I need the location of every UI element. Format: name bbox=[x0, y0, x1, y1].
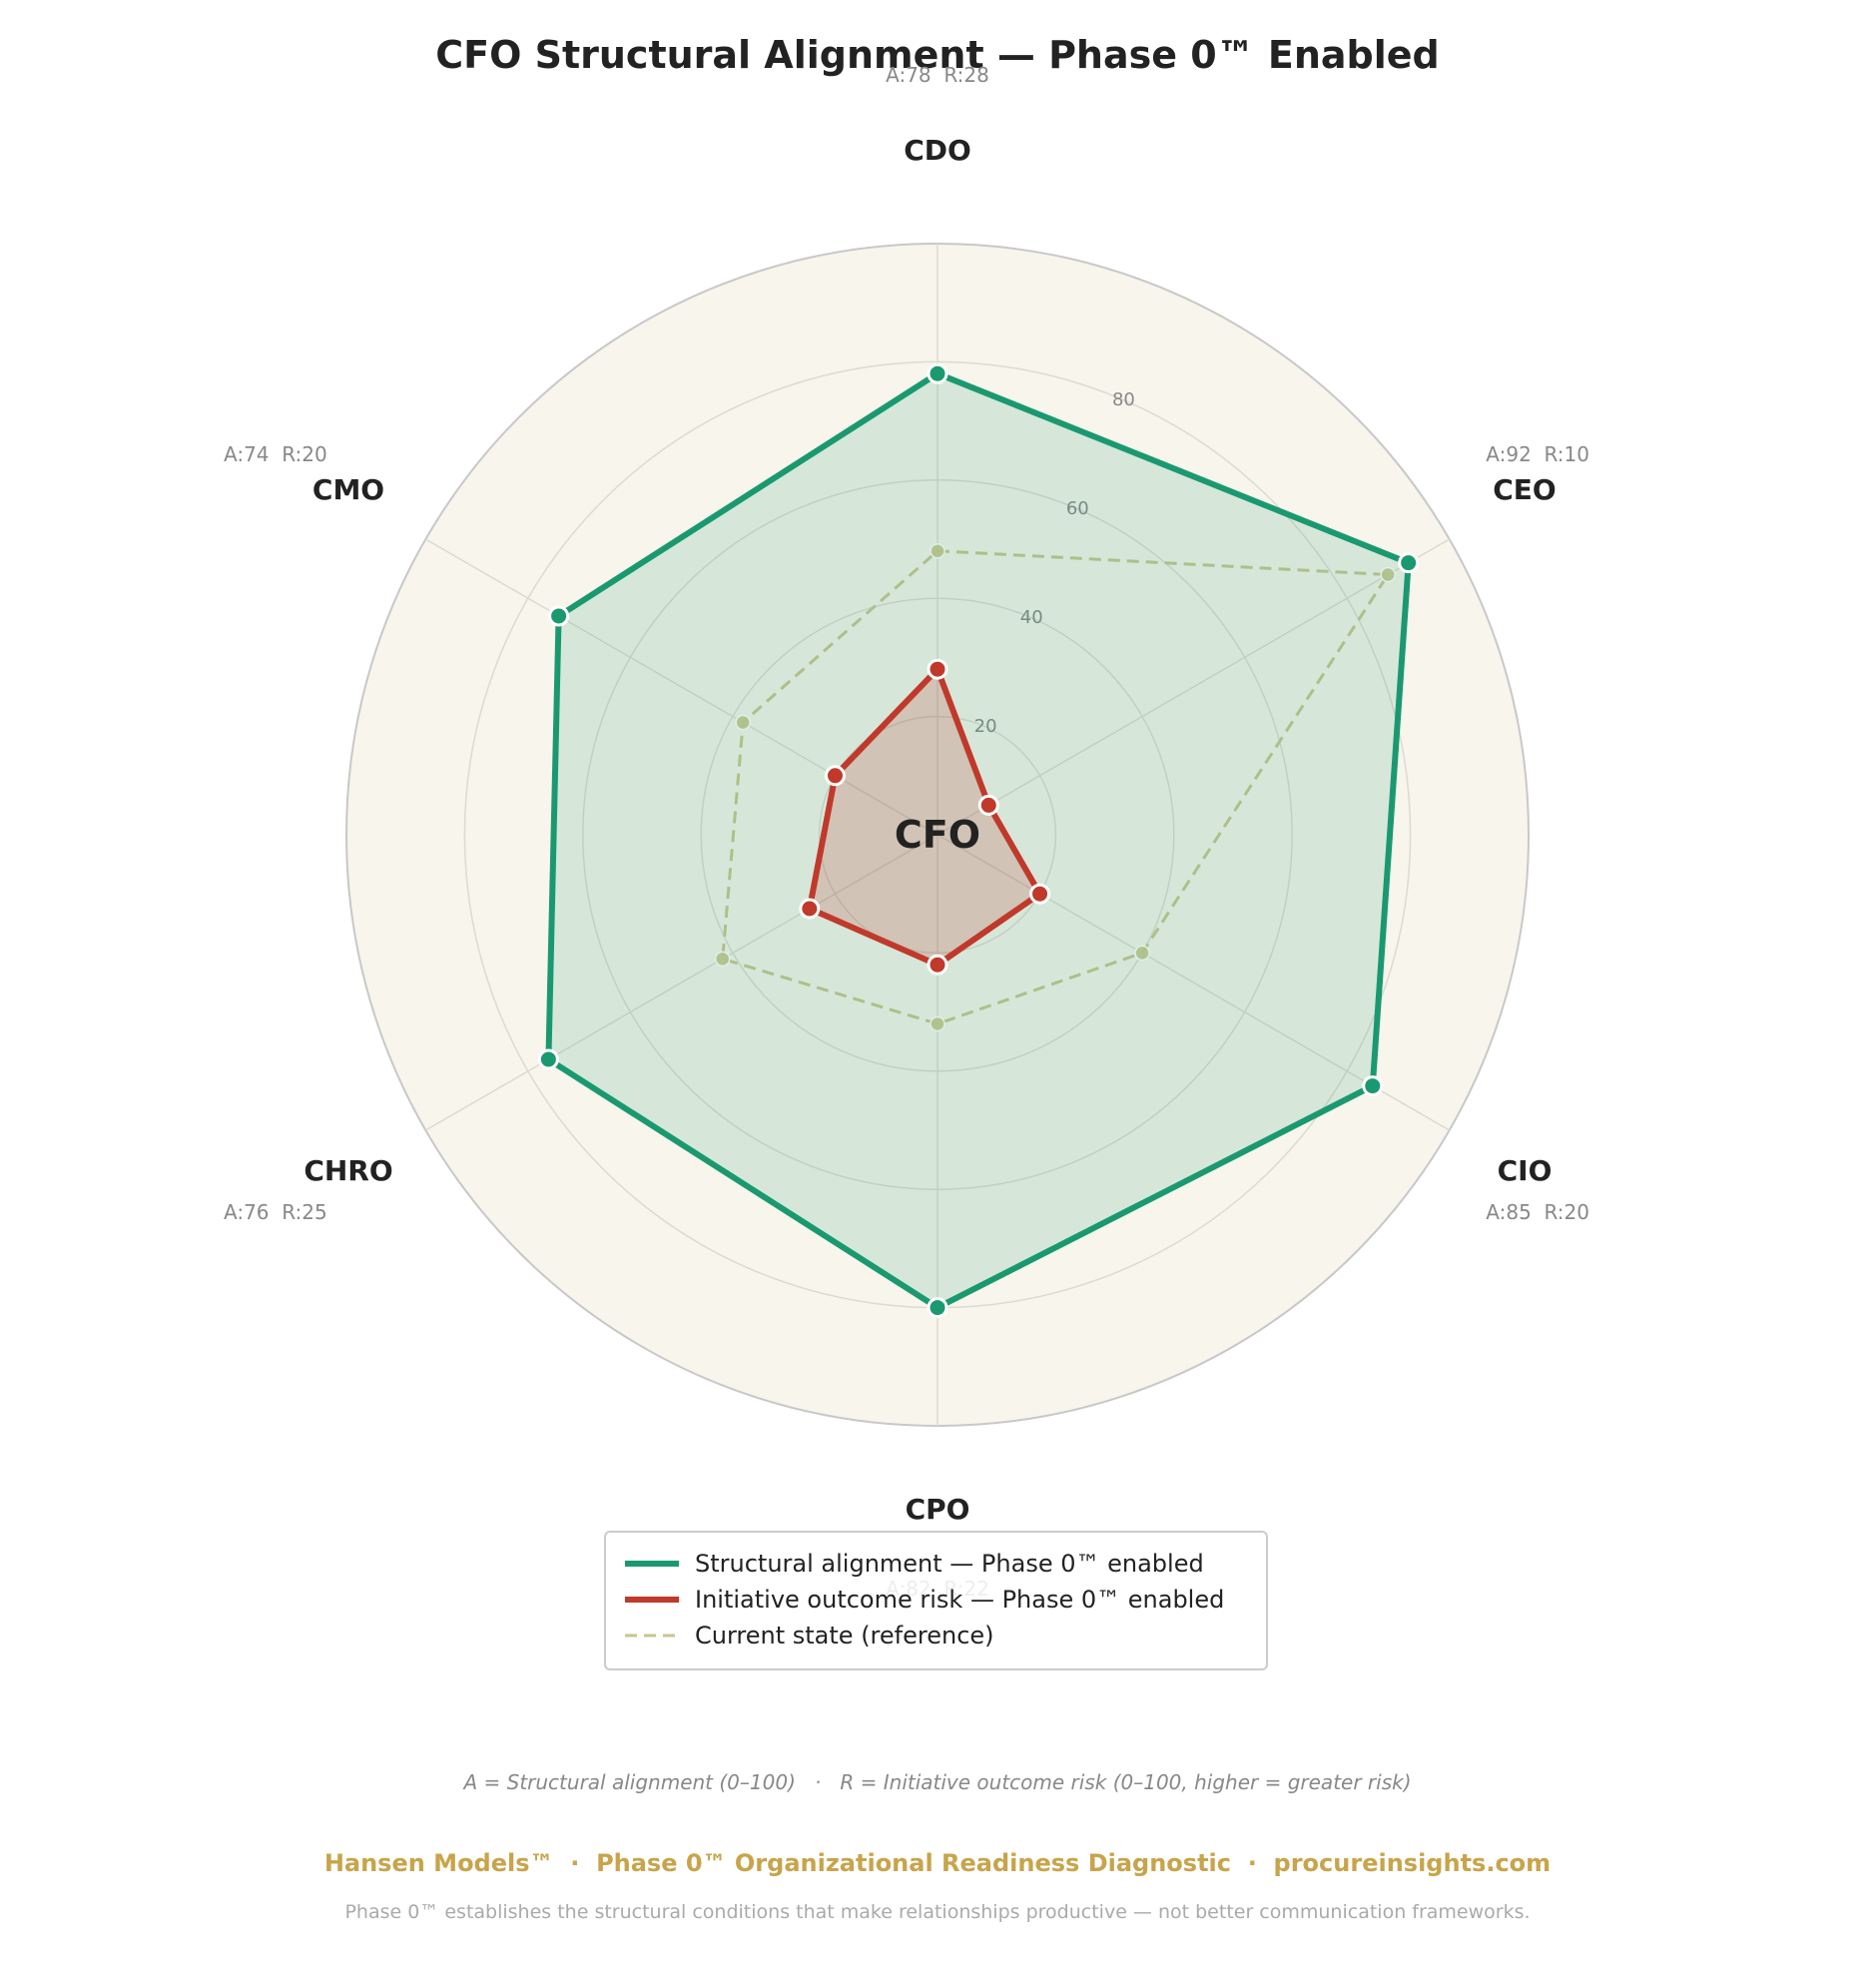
point-risk-ceo bbox=[977, 794, 999, 816]
series-fill-alignment bbox=[548, 373, 1409, 1308]
point-risk-chro bbox=[799, 898, 821, 920]
axis-label-cio: CIO bbox=[1498, 1154, 1553, 1187]
value-label-cdo: A:78 R:28 bbox=[886, 63, 989, 87]
point-current-cpo bbox=[930, 1015, 945, 1032]
legend-box bbox=[604, 1531, 1268, 1670]
tagline: Phase 0™ establishes the structural cond… bbox=[344, 1901, 1530, 1923]
radial-tick-label-1: 40 bbox=[1020, 607, 1043, 628]
axis-label-cdo: CDO bbox=[904, 134, 971, 167]
axis-spoke-cmo bbox=[424, 538, 938, 836]
value-label-cmo: A:74 R:20 bbox=[224, 442, 327, 466]
point-alignment-chro bbox=[537, 1048, 559, 1070]
radial-tick-label-3: 80 bbox=[1112, 389, 1135, 410]
value-label-ceo: A:92 R:10 bbox=[1486, 442, 1589, 466]
chart-title: CFO Structural Alignment — Phase 0™ Enab… bbox=[435, 33, 1440, 77]
point-current-cio bbox=[1134, 945, 1150, 962]
point-alignment-ceo bbox=[1398, 552, 1420, 574]
plot-area: 20 40 60 80 CFO A:78 R:28 CDO A:92 R:10 CEO A:85 … bbox=[224, 63, 1589, 1601]
point-risk-cio bbox=[1029, 883, 1051, 905]
point-risk-cmo bbox=[824, 765, 846, 787]
value-label-chro: A:76 R:25 bbox=[224, 1200, 327, 1224]
point-risk-cdo bbox=[927, 658, 948, 680]
point-alignment-cpo bbox=[927, 1297, 948, 1319]
legend: Structural alignment — Phase 0™ enabled … bbox=[604, 1531, 1268, 1670]
legend-label-risk: Initiative outcome risk — Phase 0™ enabl… bbox=[695, 1586, 1224, 1614]
axis-label-chro: CHRO bbox=[304, 1154, 392, 1187]
center-label: CFO bbox=[895, 813, 980, 857]
radial-tick-label-2: 60 bbox=[1066, 498, 1089, 519]
legend-label-current: Current state (reference) bbox=[695, 1622, 994, 1649]
legend-label-alignment: Structural alignment — Phase 0™ enabled bbox=[695, 1550, 1204, 1578]
axis-label-ceo: CEO bbox=[1493, 473, 1556, 506]
axis-label-cpo: CPO bbox=[906, 1493, 970, 1526]
point-current-chro bbox=[714, 951, 731, 968]
value-label-cio: A:85 R:20 bbox=[1486, 1200, 1589, 1224]
point-alignment-cio bbox=[1362, 1075, 1384, 1097]
footnote: A = Structural alignment (0–100) · R = I… bbox=[461, 1770, 1411, 1794]
axis-label-cmo: CMO bbox=[313, 473, 384, 506]
brand-line: Hansen Models™ · Phase 0™ Organizational… bbox=[324, 1849, 1551, 1877]
point-current-ceo bbox=[1380, 566, 1396, 583]
point-alignment-cmo bbox=[548, 605, 570, 627]
radial-tick-label-0: 20 bbox=[974, 716, 997, 737]
point-risk-cpo bbox=[927, 954, 948, 976]
point-current-cmo bbox=[735, 714, 751, 731]
axis-spoke-chro bbox=[424, 834, 938, 1131]
axis-spoke-ceo bbox=[937, 538, 1451, 836]
point-alignment-cdo bbox=[927, 362, 948, 384]
point-current-cdo bbox=[930, 543, 945, 559]
